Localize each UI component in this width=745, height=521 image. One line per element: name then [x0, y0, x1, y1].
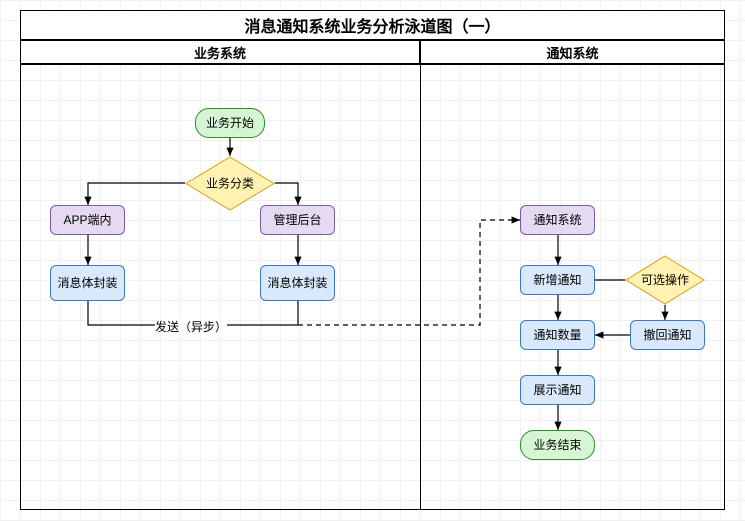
lane-right-label: 通知系统 [546, 43, 598, 62]
node-notify_sys: 通知系统 [520, 205, 595, 235]
lane-left-label: 业务系统 [194, 43, 246, 62]
node-end: 业务结束 [520, 430, 595, 460]
node-count: 通知数量 [520, 320, 595, 350]
node-pack2: 消息体封装 [260, 265, 335, 301]
node-recall: 撤回通知 [630, 320, 705, 350]
lane-header-right: 通知系统 [420, 40, 725, 64]
node-start: 业务开始 [195, 108, 265, 138]
node-app: APP端内 [50, 205, 125, 235]
lane-divider [420, 64, 421, 510]
diagram-canvas: 消息通知系统业务分析泳道图（一） 业务系统 通知系统 业务开始业务分类 APP端内… [0, 0, 745, 521]
node-decision: 业务分类 [185, 156, 275, 211]
diagram-title: 消息通知系统业务分析泳道图（一） [20, 10, 725, 40]
node-show: 展示通知 [520, 375, 595, 405]
svg-text:可选操作: 可选操作 [641, 272, 689, 287]
node-admin: 管理后台 [260, 205, 335, 235]
title-text: 消息通知系统业务分析泳道图（一） [244, 13, 500, 37]
svg-text:业务分类: 业务分类 [206, 175, 254, 190]
node-add: 新增通知 [520, 265, 595, 295]
edge-label-send: 发送（异步） [155, 318, 227, 335]
lane-header-left: 业务系统 [20, 40, 420, 64]
swimlane-body [20, 64, 725, 510]
node-opt: 可选操作 [625, 255, 705, 305]
node-pack1: 消息体封装 [50, 265, 125, 301]
